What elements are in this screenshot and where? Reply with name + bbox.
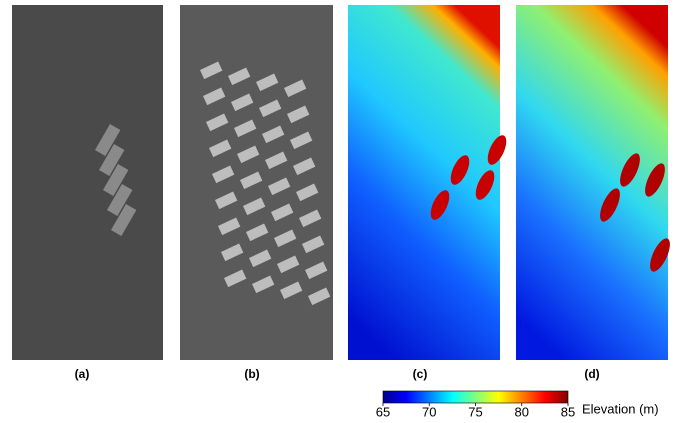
panel-label: (d)	[584, 367, 599, 381]
panel-label: (a)	[75, 367, 90, 381]
colorbar-tick-label: 75	[468, 404, 482, 419]
figure: (a) (b) (c) (d) Elevation (m) 65 70 75 80 85	[0, 0, 694, 423]
panel-d-image	[516, 5, 668, 360]
colorbar-tick-label: 65	[376, 404, 390, 419]
panel-c-image	[348, 5, 500, 360]
colorbar-tick-label: 85	[561, 404, 575, 419]
colorbar	[383, 391, 568, 403]
colorbar-tick-label: 80	[515, 404, 529, 419]
panel-a-image	[12, 5, 163, 360]
colorbar-tick-label: 70	[422, 404, 436, 419]
panel-label: (c)	[413, 367, 428, 381]
colorbar-label: Elevation (m)	[582, 401, 659, 416]
panel-images	[12, 5, 674, 360]
panel-label: (b)	[244, 367, 259, 381]
